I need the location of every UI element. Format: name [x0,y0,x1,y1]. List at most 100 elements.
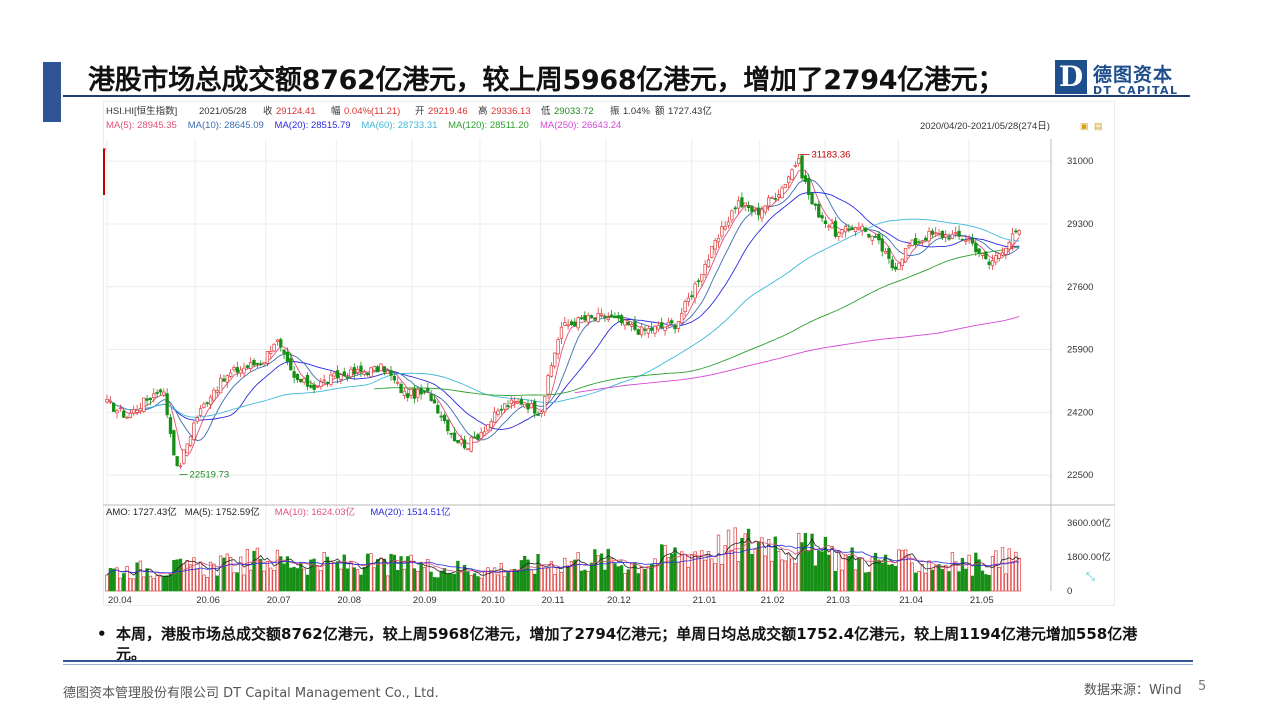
volume-bar-up [155,575,159,592]
candle-up [763,205,767,213]
volume-bar-up [753,548,757,592]
candle-up [743,202,747,206]
volume-bar-up [994,550,998,592]
volume-bar-up [125,566,129,592]
volume-bar-up [843,554,848,592]
volume-bar-down [439,570,443,592]
candle-up [523,403,527,408]
candle-up [315,385,320,388]
candle-up [272,343,276,352]
volume-bar-up [315,565,320,592]
candle-up [964,239,968,242]
volume-bar-down [606,548,610,592]
candle-up [753,208,757,211]
volume-bar-down [877,559,881,592]
volume-bar-up [182,563,186,592]
volume-bar-down [178,558,183,592]
volume-bar-down [282,563,286,592]
expand-icon[interactable]: ⤡ [1086,571,1095,583]
volume-bar-down [122,573,126,592]
volume-bar-up [726,529,731,592]
volume-bar-down [305,574,310,592]
candle-up [559,326,564,339]
candle-down [519,398,524,405]
candle-down [382,366,386,373]
volume-bar-down [893,565,898,592]
candle-up [362,371,366,375]
volume-bar-up [907,555,911,592]
date-range-label: 2020/04/20-2021/05/28(274日) [920,121,1050,132]
candle-up [840,229,844,234]
candle-up [329,374,333,386]
candle-down [255,363,260,365]
volume-bar-down [980,570,985,592]
volume-bar-up [469,575,473,592]
lock-icon[interactable]: ▣ [1080,121,1089,131]
volume-bar-up [563,557,567,592]
candle-up [302,378,306,383]
candle-down [399,383,403,394]
volume-bar-up [1017,557,1021,592]
volume-bar-up [188,564,193,592]
close-value: 29124.41 [276,106,316,117]
volume-bar-down [750,554,754,592]
volume-bar-up [736,561,741,592]
volume-bar-up [924,572,928,592]
volume-bar-up [242,574,246,592]
candle-down [168,417,173,434]
volume-bar-up [766,539,771,592]
candle-up [232,367,236,371]
volume-bar-down [756,541,761,592]
volume-bar-up [319,570,323,592]
candle-down [974,242,978,253]
ma-legend-item: MA(5): 28945.35 [106,120,177,131]
candle-up [239,369,243,374]
volume-bar-up [790,558,794,592]
candle-up [152,393,156,399]
hsi-chart: HSI.HI[恒生指数] 2021/05/28 收 29124.41 幅 0.0… [102,100,1116,607]
candle-up [182,449,186,464]
amount-value: 1727.43亿 [668,105,712,117]
candle-up [827,225,831,228]
candle-up [105,399,109,403]
volume-legend-item: MA(10): 1624.03亿 [275,506,355,518]
candle-up [994,255,998,263]
candle-down [165,393,169,416]
candle-up [586,315,590,323]
date-tick-label: 20.09 [413,595,437,606]
volume-bar-up [950,552,955,592]
volume-bar-up [990,556,995,592]
volume-bar-down [890,564,894,592]
high-annotation: 31183.36 [811,149,850,160]
candle-down [309,385,313,388]
amount-label: 额 [655,105,665,117]
volume-bar-down [583,569,587,592]
page-number: 5 [1198,679,1207,694]
low-annotation: 22519.73 [190,469,230,480]
logo-mark: D [1055,60,1087,94]
candle-down [148,397,153,400]
volume-bar-up [706,551,711,592]
volume-bar-up [426,558,430,592]
volume-bar-up [569,560,574,592]
volume-bars [105,527,1021,592]
volume-bar-down [523,555,527,592]
volume-bar-up [760,537,764,592]
candle-down [589,315,594,318]
volume-bar-down [947,571,951,592]
candle-down [813,203,818,206]
date-tick-label: 20.04 [108,595,132,606]
ma-line-250 [574,316,1020,394]
candle-up [212,389,216,401]
volume-bar-down [670,554,674,592]
candle-up [509,399,513,404]
candle-down [569,321,574,325]
volume-bar-down [295,568,300,592]
settings-icon[interactable]: ▤ [1094,121,1103,131]
volume-bar-down [813,565,818,592]
candle-up [596,313,600,322]
candle-up [736,200,741,209]
candle-up [726,221,731,226]
candle-up [897,262,901,270]
volume-bar-up [837,550,841,592]
